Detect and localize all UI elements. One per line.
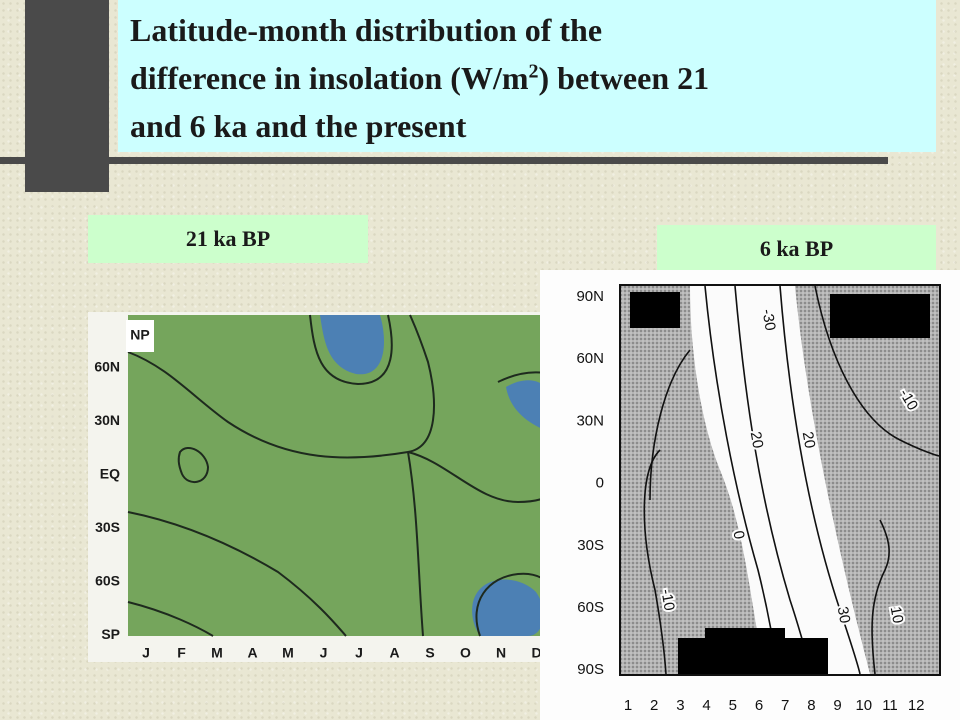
y-label: 30S xyxy=(95,519,120,535)
x-label: 6 xyxy=(755,697,763,714)
mask-block xyxy=(678,638,828,674)
panel-label: 21 ka BP xyxy=(88,215,368,263)
x-label: F xyxy=(177,645,186,661)
x-label: 10 xyxy=(855,697,872,714)
contour-label: 20 xyxy=(747,430,767,449)
y-label: 60N xyxy=(94,359,120,375)
x-label: 2 xyxy=(650,697,658,714)
title-text: difference in insolation (W/m xyxy=(130,60,529,96)
y-label: 90N xyxy=(576,288,604,305)
title-text: and 6 ka and the present xyxy=(130,108,467,144)
contour-fill xyxy=(472,579,544,636)
y-label: 30S xyxy=(577,537,604,554)
contour-fill xyxy=(690,286,870,674)
x-label: D xyxy=(531,645,541,661)
x-label: A xyxy=(247,645,257,661)
contour-fill xyxy=(506,380,550,432)
x-label: 3 xyxy=(676,697,684,714)
contour-lines xyxy=(643,285,940,675)
y-label: SP xyxy=(101,626,120,642)
y-label: 30N xyxy=(94,412,120,428)
contour-fill xyxy=(320,315,385,375)
y-label: 90S xyxy=(577,661,604,678)
x-label: 12 xyxy=(908,697,925,714)
decor-line xyxy=(0,157,888,164)
title: Latitude-month distribution of the differ… xyxy=(118,0,936,152)
y-label: EQ xyxy=(100,466,120,482)
y-label: 60S xyxy=(577,599,604,616)
x-label: 8 xyxy=(807,697,815,714)
x-label: M xyxy=(282,645,294,661)
x-label: O xyxy=(460,645,471,661)
x-label: A xyxy=(389,645,399,661)
contour-label: 10 xyxy=(887,605,907,624)
x-label: 7 xyxy=(781,697,789,714)
x-label: 1 xyxy=(624,697,632,714)
contour-map-21ka: NP 60N 30N EQ 30S 60S SP J F M A M J J A S O N D xyxy=(88,312,552,662)
pole-label: NP xyxy=(130,327,149,343)
x-label: 11 xyxy=(882,697,898,714)
contour-label: 20 xyxy=(799,430,819,449)
x-label: S xyxy=(425,645,434,661)
mask-block xyxy=(630,292,680,328)
x-label: 4 xyxy=(702,697,710,714)
x-label: M xyxy=(211,645,223,661)
mask-block xyxy=(830,294,930,338)
title-text: Latitude-month distribution of the xyxy=(130,12,603,48)
x-label: 5 xyxy=(729,697,737,714)
x-label: J xyxy=(320,645,328,661)
x-label: N xyxy=(496,645,506,661)
plot-area xyxy=(128,315,550,636)
title-superscript: 2 xyxy=(528,60,539,83)
y-label: 30N xyxy=(576,412,604,429)
y-label: 60N xyxy=(576,350,604,367)
x-label: 9 xyxy=(833,697,841,714)
panel-label: 6 ka BP xyxy=(657,225,936,273)
y-label: 0 xyxy=(596,475,604,492)
x-label: J xyxy=(142,645,150,661)
title-text: ) between 21 xyxy=(538,60,710,96)
x-label: J xyxy=(355,645,363,661)
contour-label: 30 xyxy=(834,605,854,624)
y-label: 60S xyxy=(95,573,120,589)
label-box xyxy=(126,320,154,352)
